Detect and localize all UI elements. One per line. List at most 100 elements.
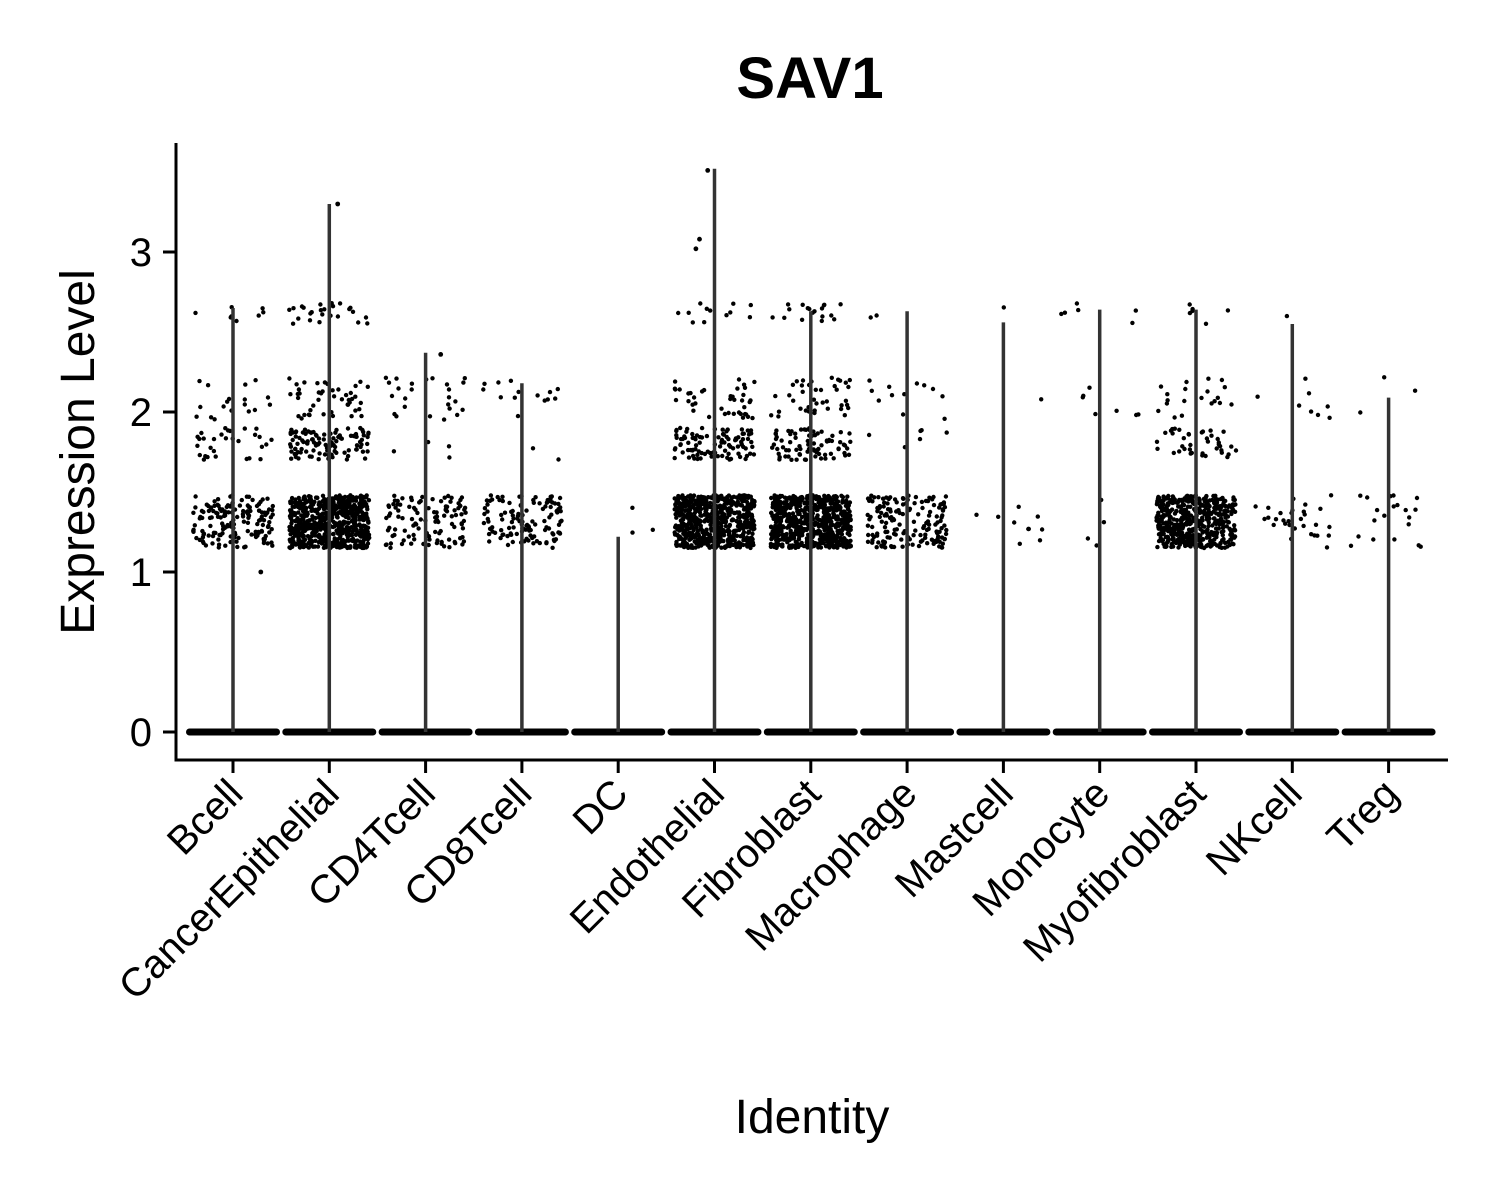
- data-point: [1165, 501, 1170, 506]
- data-point: [740, 415, 746, 420]
- data-point: [501, 532, 506, 537]
- data-point: [708, 308, 713, 313]
- data-point: [287, 376, 292, 381]
- data-point: [218, 532, 223, 538]
- data-point: [881, 544, 886, 549]
- data-point: [735, 386, 740, 391]
- data-point: [674, 505, 679, 511]
- data-point: [939, 545, 944, 550]
- data-point: [675, 533, 680, 538]
- data-point: [943, 494, 949, 499]
- data-point: [720, 427, 725, 432]
- data-point: [896, 508, 901, 513]
- data-point: [315, 495, 320, 501]
- data-point: [944, 527, 949, 533]
- data-point: [391, 449, 397, 454]
- data-point: [1286, 519, 1291, 524]
- violin-group-myofibroblast: [1149, 302, 1243, 736]
- data-point: [1037, 538, 1043, 543]
- data-point: [459, 521, 464, 526]
- data-point: [542, 518, 547, 524]
- data-point-outlier: [693, 246, 699, 252]
- data-point: [461, 380, 466, 385]
- data-point: [805, 306, 810, 311]
- data-point: [433, 529, 438, 535]
- data-point: [736, 435, 741, 440]
- data-point: [353, 515, 358, 520]
- data-point: [358, 506, 363, 511]
- data-point: [296, 495, 301, 501]
- data-point: [191, 528, 196, 533]
- data-point: [297, 499, 303, 504]
- data-point: [825, 506, 831, 511]
- data-point: [726, 442, 732, 448]
- data-point: [682, 530, 687, 535]
- data-point: [1230, 541, 1235, 546]
- data-point: [680, 493, 685, 498]
- data-point: [868, 315, 873, 320]
- data-point: [937, 539, 942, 544]
- data-point: [387, 525, 392, 530]
- data-point: [697, 440, 702, 445]
- data-point: [306, 494, 312, 499]
- data-point: [1221, 429, 1226, 434]
- data-point: [559, 518, 564, 523]
- data-point: [344, 538, 350, 543]
- data-point: [1210, 497, 1215, 503]
- data-point: [514, 531, 519, 537]
- data-point: [352, 521, 358, 526]
- data-point: [770, 502, 776, 507]
- data-point: [200, 535, 206, 540]
- data-point: [1186, 527, 1192, 532]
- data-point: [685, 508, 690, 513]
- data-point: [779, 493, 785, 499]
- data-point: [1114, 408, 1119, 413]
- data-point: [681, 521, 686, 526]
- data-point: [724, 515, 730, 520]
- data-point: [813, 506, 818, 512]
- data-point: [927, 495, 932, 500]
- data-point: [1358, 410, 1363, 415]
- data-point: [434, 518, 440, 523]
- data-point: [362, 535, 368, 541]
- data-point: [744, 453, 750, 459]
- data-point: [409, 516, 415, 522]
- data-point: [845, 494, 850, 499]
- data-point: [726, 436, 731, 442]
- data-point: [725, 508, 730, 513]
- data-point: [742, 411, 748, 417]
- data-point: [434, 514, 440, 519]
- data-point: [734, 503, 739, 508]
- data-point: [288, 510, 294, 515]
- data-point: [353, 383, 358, 389]
- data-point: [507, 500, 512, 506]
- data-point: [838, 302, 843, 307]
- data-point: [700, 528, 706, 534]
- data-point: [812, 309, 817, 314]
- data-point: [208, 445, 213, 450]
- data-point: [774, 428, 779, 433]
- data-point: [798, 406, 803, 411]
- data-point: [295, 441, 300, 446]
- data-point: [452, 508, 457, 513]
- data-point: [446, 493, 451, 499]
- data-point: [1203, 496, 1208, 502]
- data-point: [226, 510, 231, 515]
- data-point: [824, 399, 829, 404]
- data-point: [720, 520, 725, 525]
- data-point: [1062, 310, 1068, 315]
- data-point: [444, 509, 450, 514]
- data-point: [256, 518, 262, 523]
- data-point: [442, 513, 447, 518]
- data-point: [826, 438, 831, 444]
- data-point: [778, 509, 784, 514]
- data-point: [927, 509, 933, 515]
- data-point: [916, 512, 921, 517]
- data-point: [304, 440, 309, 445]
- data-point: [672, 530, 677, 535]
- data-point: [339, 527, 344, 532]
- data-point: [673, 525, 678, 530]
- data-point: [779, 438, 784, 443]
- data-point: [195, 443, 200, 448]
- data-point: [1164, 522, 1170, 527]
